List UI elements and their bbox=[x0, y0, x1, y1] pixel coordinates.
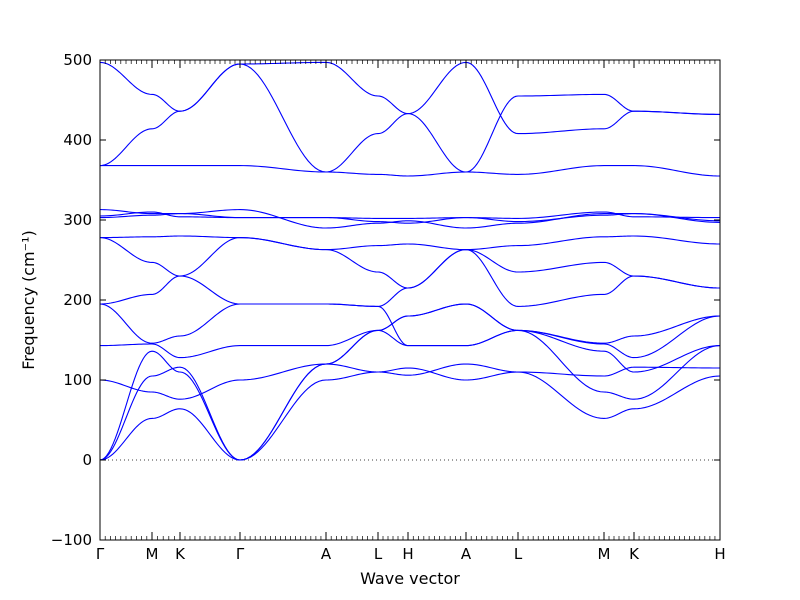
y-axis-label: Frequency (cm⁻¹) bbox=[19, 230, 38, 369]
x-tick-label: Γ bbox=[96, 545, 105, 563]
y-tick-label: 100 bbox=[63, 371, 92, 389]
y-tick-label: −100 bbox=[51, 531, 92, 549]
x-tick-label: K bbox=[629, 545, 640, 563]
band-line-2 bbox=[100, 363, 720, 461]
band-line-6 bbox=[100, 303, 720, 347]
y-tick-label: 500 bbox=[63, 51, 92, 69]
x-tick-label: H bbox=[714, 545, 725, 563]
x-tick-label: Γ bbox=[236, 545, 245, 563]
x-tick-label: A bbox=[461, 545, 472, 563]
plot-frame bbox=[99, 59, 721, 541]
x-tick-label: L bbox=[514, 545, 523, 563]
band-line-15 bbox=[100, 61, 720, 173]
x-axis-label: Wave vector bbox=[360, 569, 460, 588]
x-tick-label: H bbox=[402, 545, 413, 563]
y-tick-label: 0 bbox=[82, 451, 92, 469]
y-tick-label: 300 bbox=[63, 211, 92, 229]
band-line-1 bbox=[100, 367, 720, 461]
band-line-8 bbox=[100, 237, 720, 289]
x-tick-label: L bbox=[374, 545, 383, 563]
band-line-13 bbox=[100, 165, 720, 177]
band-line-4 bbox=[100, 329, 720, 400]
band-line-7 bbox=[100, 249, 720, 307]
band-line-11 bbox=[100, 211, 720, 219]
band-group bbox=[100, 61, 720, 461]
band-line-3 bbox=[100, 303, 720, 461]
x-tick-label: M bbox=[598, 545, 611, 563]
x-tick-label: M bbox=[146, 545, 159, 563]
band-line-14 bbox=[100, 61, 720, 173]
x-tick-label: K bbox=[175, 545, 186, 563]
y-tick-label: 200 bbox=[63, 291, 92, 309]
band-line-5 bbox=[100, 303, 720, 359]
band-line-9 bbox=[100, 235, 720, 251]
y-tick-label: 400 bbox=[63, 131, 92, 149]
band-line-12 bbox=[100, 209, 720, 229]
x-tick-label: A bbox=[321, 545, 332, 563]
